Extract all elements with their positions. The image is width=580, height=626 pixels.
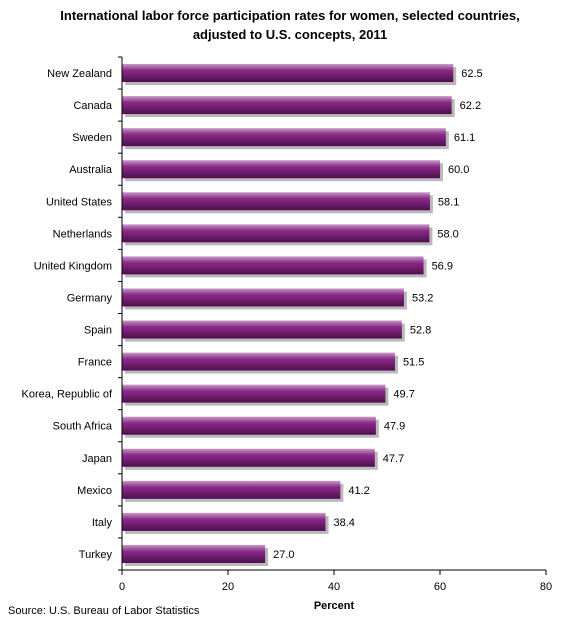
category-label: Netherlands — [53, 228, 113, 240]
value-label: 52.8 — [410, 325, 431, 337]
value-label: 27.0 — [273, 549, 294, 561]
bar — [122, 384, 386, 403]
value-label: 61.1 — [454, 132, 475, 144]
x-tick-label: 40 — [328, 581, 340, 593]
category-label: Australia — [69, 164, 113, 176]
chart-title: International labor force participation … — [0, 6, 580, 44]
bar — [122, 448, 375, 467]
value-label: 58.1 — [438, 196, 459, 208]
category-label: Japan — [82, 453, 112, 465]
x-tick-label: 60 — [434, 581, 446, 593]
category-label: New Zealand — [47, 68, 112, 80]
category-label: Mexico — [77, 485, 112, 497]
bar — [122, 256, 424, 275]
bar — [122, 96, 452, 115]
value-label: 47.9 — [384, 421, 405, 433]
value-label: 62.2 — [460, 100, 481, 112]
bar — [122, 160, 440, 179]
bar — [122, 320, 402, 339]
chart-title-line-2: adjusted to U.S. concepts, 2011 — [192, 27, 388, 42]
value-label: 53.2 — [412, 292, 433, 304]
category-label: Turkey — [79, 549, 113, 561]
source-note: Source: U.S. Bureau of Labor Statistics — [8, 605, 200, 617]
x-axis-label: Percent — [314, 600, 355, 612]
category-label: United Kingdom — [34, 260, 112, 272]
category-label: South Africa — [53, 421, 113, 433]
category-label: United States — [46, 196, 113, 208]
x-tick-label: 0 — [119, 581, 125, 593]
bar — [122, 480, 341, 499]
category-label: France — [78, 357, 112, 369]
bar — [122, 64, 454, 83]
value-label: 58.0 — [437, 228, 458, 240]
value-label: 51.5 — [403, 357, 424, 369]
value-label: 38.4 — [334, 517, 355, 529]
value-label: 60.0 — [448, 164, 469, 176]
x-tick-label: 80 — [540, 581, 552, 593]
value-label: 47.7 — [383, 453, 404, 465]
category-label: Spain — [84, 325, 112, 337]
category-label: Canada — [73, 100, 112, 112]
bar — [122, 128, 446, 147]
bar — [122, 352, 395, 371]
category-label: Italy — [92, 517, 113, 529]
x-tick-label: 20 — [222, 581, 234, 593]
bar — [122, 544, 266, 563]
value-label: 49.7 — [393, 389, 414, 401]
bar — [122, 416, 376, 435]
category-label: Sweden — [72, 132, 112, 144]
value-label: 62.5 — [461, 68, 482, 80]
bar — [122, 512, 326, 531]
value-label: 41.2 — [348, 485, 369, 497]
bar — [122, 224, 430, 243]
value-label: 56.9 — [432, 260, 453, 272]
chart-title-line-1: International labor force participation … — [60, 8, 520, 23]
bar — [122, 288, 404, 307]
bar — [122, 192, 430, 211]
category-label: Germany — [67, 292, 113, 304]
category-label: Korea, Republic of — [22, 389, 113, 401]
